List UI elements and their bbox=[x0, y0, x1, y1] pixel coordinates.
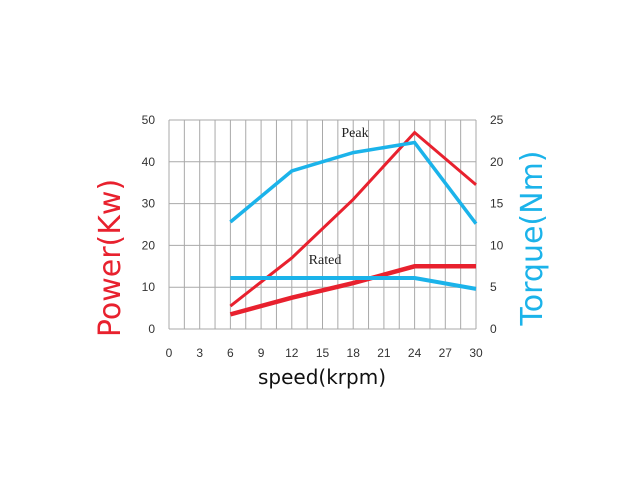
y-tick-label-right: 10 bbox=[490, 238, 504, 252]
series-lines bbox=[229, 130, 478, 317]
x-tick-label: 30 bbox=[469, 346, 483, 360]
x-tick-label: 15 bbox=[316, 346, 330, 360]
peak-power-line bbox=[229, 130, 477, 308]
x-tick-label: 12 bbox=[285, 346, 299, 360]
x-tick-label: 24 bbox=[408, 346, 422, 360]
x-tick-label: 9 bbox=[258, 346, 265, 360]
x-tick-label: 3 bbox=[196, 346, 203, 360]
x-tick-label: 18 bbox=[347, 346, 361, 360]
y-axis-label-left: Power(Kw) bbox=[93, 179, 128, 337]
y-tick-label-left: 20 bbox=[142, 238, 156, 252]
y-tick-label-left: 0 bbox=[148, 322, 155, 336]
x-tick-label: 6 bbox=[227, 346, 234, 360]
annotation-peak: Peak bbox=[341, 126, 368, 141]
annotation-rated: Rated bbox=[309, 253, 342, 268]
peak-torque-line bbox=[229, 140, 478, 225]
y-tick-label-right: 25 bbox=[490, 113, 504, 127]
grid bbox=[168, 119, 477, 330]
x-tick-label: 27 bbox=[439, 346, 453, 360]
tick-labels: 0 3 6 9 12 15 18 21 24 27 30 0 10 20 30 40 50 0 5 10 15 20 25 bbox=[142, 113, 504, 360]
y-tick-label-right: 5 bbox=[490, 280, 497, 294]
y-axis-label-right: Torque(Nm) bbox=[515, 151, 550, 327]
y-tick-label-right: 15 bbox=[490, 197, 504, 211]
y-tick-label-right: 20 bbox=[490, 155, 504, 169]
x-axis-label: speed(krpm) bbox=[258, 365, 386, 389]
x-tick-label: 0 bbox=[166, 346, 173, 360]
rated-torque-line bbox=[230, 276, 477, 291]
x-tick-label: 21 bbox=[377, 346, 391, 360]
y-tick-label-left: 40 bbox=[142, 155, 156, 169]
y-tick-label-left: 50 bbox=[142, 113, 156, 127]
y-tick-label-right: 0 bbox=[490, 322, 497, 336]
y-tick-label-left: 10 bbox=[142, 280, 156, 294]
y-tick-label-left: 30 bbox=[142, 197, 156, 211]
rated-power-line bbox=[229, 264, 476, 317]
